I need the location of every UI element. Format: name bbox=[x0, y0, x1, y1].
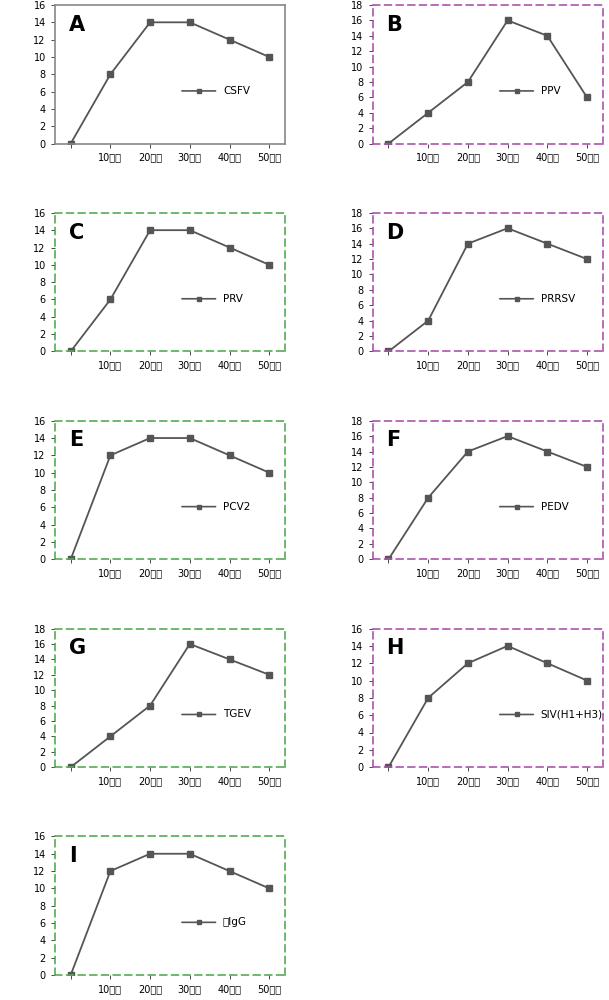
Text: SIV(H1+H3): SIV(H1+H3) bbox=[541, 709, 603, 719]
Text: PEDV: PEDV bbox=[541, 502, 568, 512]
Text: TGEV: TGEV bbox=[223, 709, 251, 719]
Text: PCV2: PCV2 bbox=[223, 502, 250, 512]
Text: D: D bbox=[387, 223, 404, 243]
Text: F: F bbox=[387, 430, 401, 450]
Text: PRRSV: PRRSV bbox=[541, 294, 575, 304]
Text: A: A bbox=[69, 15, 85, 35]
Text: CSFV: CSFV bbox=[223, 86, 250, 96]
Text: I: I bbox=[69, 846, 76, 866]
Text: PPV: PPV bbox=[541, 86, 560, 96]
Text: H: H bbox=[387, 638, 404, 658]
Text: 猪IgG: 猪IgG bbox=[223, 917, 247, 927]
Text: PRV: PRV bbox=[223, 294, 243, 304]
Text: C: C bbox=[69, 223, 84, 243]
Text: E: E bbox=[69, 430, 83, 450]
Text: G: G bbox=[69, 638, 86, 658]
Text: B: B bbox=[387, 15, 403, 35]
